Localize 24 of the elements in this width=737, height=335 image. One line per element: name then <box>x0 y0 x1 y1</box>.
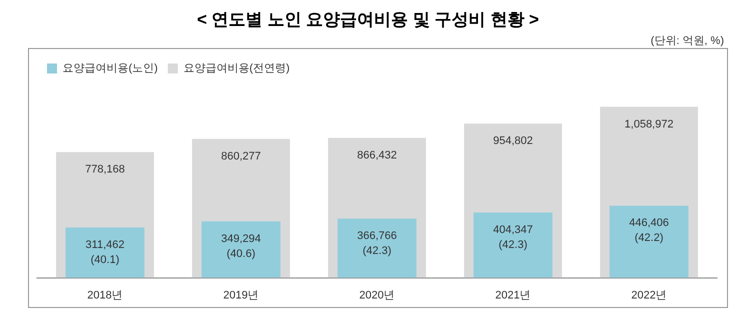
data-label: 311,462 (40.1) <box>86 239 124 266</box>
bar <box>474 212 552 278</box>
data-label: 404,347 (42.3) <box>493 224 533 252</box>
data-label: 1,058,972 <box>624 118 674 130</box>
legend-label: 요양급여비용(노인) <box>62 62 158 75</box>
x-tick-label: 2018년 <box>87 289 123 302</box>
x-tick-label: 2020년 <box>359 289 395 302</box>
x-tick-label: 2022년 <box>631 289 667 302</box>
chart-title: < 연도별 노인 요양급여비용 및 구성비 현황 > <box>196 9 540 31</box>
text: (단위: 억원, %) <box>650 34 724 48</box>
x-tick-label: 2021년 <box>495 289 531 302</box>
data-label: 954,802 <box>493 135 533 148</box>
bar <box>66 228 144 278</box>
bar <box>610 206 688 278</box>
data-label: 446,406 (42.2) <box>629 217 669 244</box>
x-tick-label: 2019년 <box>223 289 259 302</box>
data-label: 860,277 <box>221 150 261 162</box>
bar <box>338 218 416 278</box>
data-label: 366,766 (42.3) <box>357 230 397 258</box>
data-label: 866,432 <box>357 149 397 162</box>
data-label: 349,294 (40.6) <box>221 232 261 260</box>
bar <box>202 221 280 278</box>
data-label: 778,168 <box>85 164 125 176</box>
legend-label: 요양급여비용(전연령) <box>183 62 290 75</box>
